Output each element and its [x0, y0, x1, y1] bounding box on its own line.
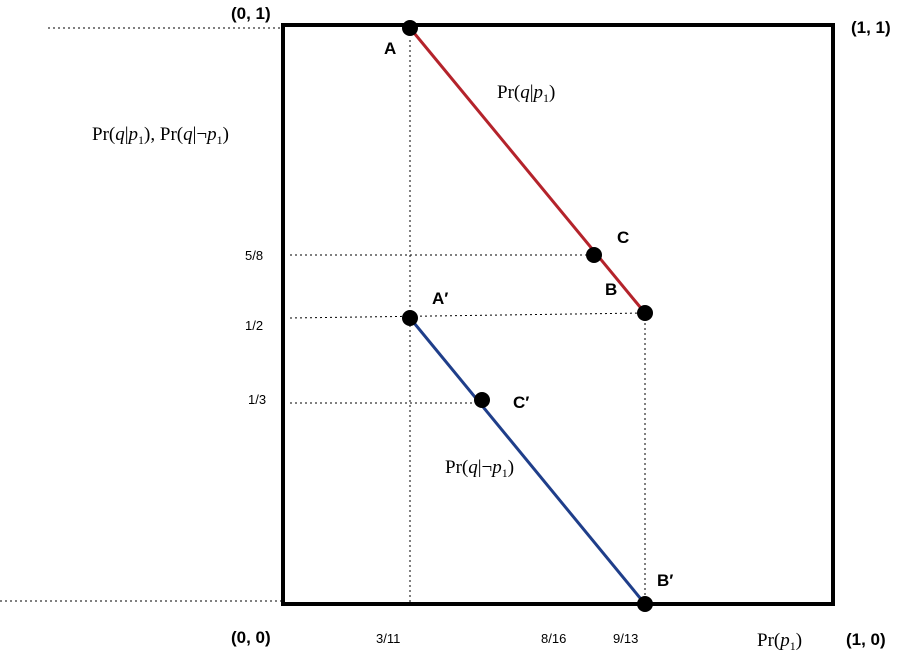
point-label-b: B — [605, 280, 617, 299]
x-tick-label: 8/16 — [541, 631, 566, 646]
point-label-a: A — [384, 39, 396, 58]
y-tick-label: 1/3 — [248, 392, 266, 407]
unit-square-frame — [281, 23, 835, 606]
point-label-a-prime: A′ — [432, 289, 448, 308]
corner-label-top-right: (1, 1) — [851, 18, 891, 37]
point-label-c: C — [617, 228, 629, 247]
upper-line-label: Pr(q|p1) — [497, 82, 555, 105]
x-axis-label: Pr(p1) — [757, 630, 802, 653]
y-tick-label: 1/2 — [245, 318, 263, 333]
corner-label-bottom-left: (0, 0) — [231, 628, 271, 647]
corner-label-top-left: (0, 1) — [231, 4, 271, 23]
point-label-b-prime: B′ — [657, 571, 673, 590]
point-b-prime — [637, 596, 653, 612]
lower-line-q-given-not-p1 — [408, 317, 647, 605]
point-a-prime — [402, 310, 418, 326]
guide-y-1-2 — [289, 312, 646, 319]
y-axis-label: Pr(q|p1), Pr(q|¬p1) — [92, 124, 229, 147]
point-a — [402, 20, 418, 36]
point-c — [586, 247, 602, 263]
point-label-c-prime: C′ — [513, 393, 529, 412]
upper-line-q-given-p1 — [408, 27, 647, 314]
corner-label-bottom-right: (1, 0) — [846, 630, 886, 649]
point-c-prime — [474, 392, 490, 408]
lower-line-label: Pr(q|¬p1) — [445, 457, 514, 480]
point-b — [637, 305, 653, 321]
x-tick-label: 9/13 — [613, 631, 638, 646]
x-tick-label: 3/11 — [376, 631, 400, 646]
y-tick-label: 5/8 — [245, 248, 263, 263]
